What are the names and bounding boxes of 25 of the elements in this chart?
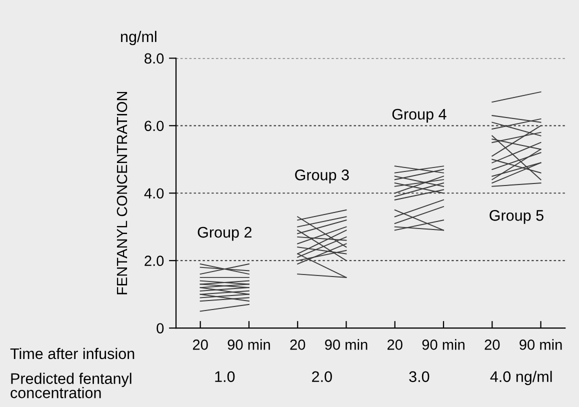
x-tick-label: 90 min (422, 339, 464, 350)
text: 3.0 (409, 371, 430, 382)
x-tick-label: 20 (484, 340, 500, 350)
y-tick-label: 0 (156, 323, 164, 334)
annotation: Group 5 (490, 210, 544, 224)
x-tick-label: 90 min (228, 339, 270, 350)
x-tick-label: 20 (388, 340, 402, 350)
x-tick-label: 20 (192, 340, 208, 350)
text: Time after infusion (10, 348, 134, 360)
annotation: Group 4 (392, 108, 446, 123)
x-tick-label: 20 (290, 340, 306, 350)
y-tick-label: 2.0 (144, 256, 164, 266)
annotation: Group 2 (198, 226, 252, 241)
x-tick-label: 90 min (325, 339, 368, 350)
y-tick-label: 8.0 (144, 53, 164, 64)
text: Predicted fentanyl concentration (10, 372, 132, 398)
text: ng/ml (121, 30, 156, 46)
x-tick-label: 90 min (520, 339, 562, 350)
y-tick-label: 6.0 (144, 120, 164, 132)
y-tick-label: 4.0 (144, 188, 164, 199)
text: 2.0 (312, 371, 332, 382)
text: 4.0 ng/ml (490, 370, 552, 386)
y-axis-title: FENTANYL CONCENTRATION (116, 92, 128, 294)
text: 1.0 (215, 371, 235, 382)
annotation: Group 3 (295, 170, 349, 184)
